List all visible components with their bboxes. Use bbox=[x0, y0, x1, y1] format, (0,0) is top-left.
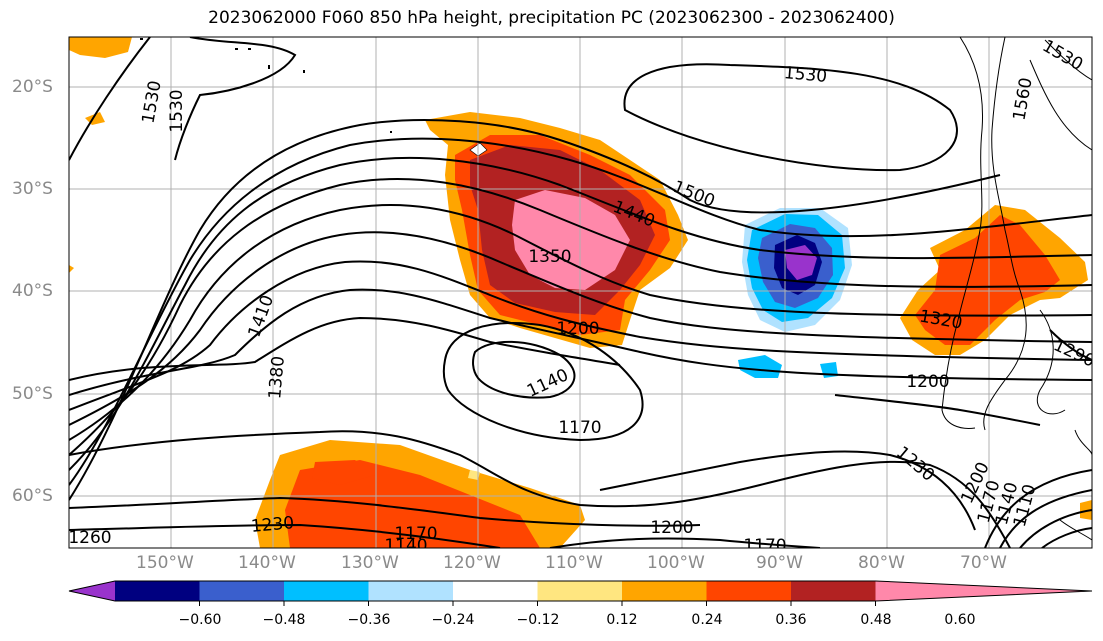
contour-label: 1530 bbox=[138, 79, 165, 125]
colorbar-tick-label: 0.48 bbox=[860, 612, 892, 628]
contour-label: 1170 bbox=[558, 418, 601, 438]
colorbar-tick-label: 0.24 bbox=[691, 612, 723, 628]
lon-label: 110°W bbox=[545, 553, 603, 573]
contour-label: 1260 bbox=[68, 528, 111, 548]
height-contours bbox=[69, 37, 1092, 548]
contour-label: 1200 bbox=[556, 319, 599, 339]
contour-label: 1350 bbox=[528, 247, 571, 267]
lat-label: 60°S bbox=[12, 486, 53, 506]
contour-label: 1560 bbox=[1009, 76, 1036, 122]
contour-label: 1530 bbox=[167, 89, 187, 132]
colorbar-tick-label: −0.12 bbox=[516, 612, 560, 628]
precip-band-south bbox=[255, 440, 585, 548]
precip-blob-chile bbox=[900, 205, 1092, 520]
contour-label: 1200 bbox=[906, 372, 949, 392]
lon-label: 80°W bbox=[858, 553, 905, 573]
lat-label: 30°S bbox=[12, 179, 53, 199]
colorbar-tick-label: 0.60 bbox=[944, 612, 976, 628]
contour-label: 1230 bbox=[892, 443, 938, 486]
contour-label: 1170 bbox=[743, 536, 786, 556]
colorbar-tick-label: −0.60 bbox=[178, 612, 222, 628]
lon-label: 150°W bbox=[136, 553, 194, 573]
colorbar-tick-label: 0.12 bbox=[606, 612, 638, 628]
lat-label: 50°S bbox=[12, 384, 53, 404]
lon-label: 120°W bbox=[443, 553, 501, 573]
contour-label: 1530 bbox=[1039, 36, 1086, 75]
map-frame bbox=[68, 36, 1093, 549]
contour-label: 1170 bbox=[394, 524, 437, 544]
contour-label: 1140 bbox=[384, 536, 427, 556]
colorbar-tick-label: −0.24 bbox=[431, 612, 475, 628]
lon-label: 70°W bbox=[960, 553, 1007, 573]
lon-label: 140°W bbox=[238, 553, 296, 573]
lat-label: 20°S bbox=[12, 77, 53, 97]
contour-label: 1380 bbox=[265, 355, 289, 400]
contour-label: 1200 bbox=[650, 518, 693, 538]
lon-label: 90°W bbox=[756, 553, 803, 573]
contour-label: 1530 bbox=[783, 63, 828, 87]
islands bbox=[140, 38, 392, 133]
contour-label: 1290 bbox=[1050, 335, 1098, 371]
map-title: 2023062000 F060 850 hPa height, precipit… bbox=[208, 8, 895, 28]
lon-label: 130°W bbox=[341, 553, 399, 573]
colorbar-tick-label: 0.36 bbox=[775, 612, 807, 628]
contour-label: 1230 bbox=[250, 513, 295, 537]
colorbar-tick-label: −0.36 bbox=[347, 612, 391, 628]
lon-label: 100°W bbox=[647, 553, 705, 573]
precip-blob-central bbox=[425, 112, 688, 348]
colorbar-tick-label: −0.48 bbox=[262, 612, 306, 628]
lat-label: 40°S bbox=[12, 281, 53, 301]
